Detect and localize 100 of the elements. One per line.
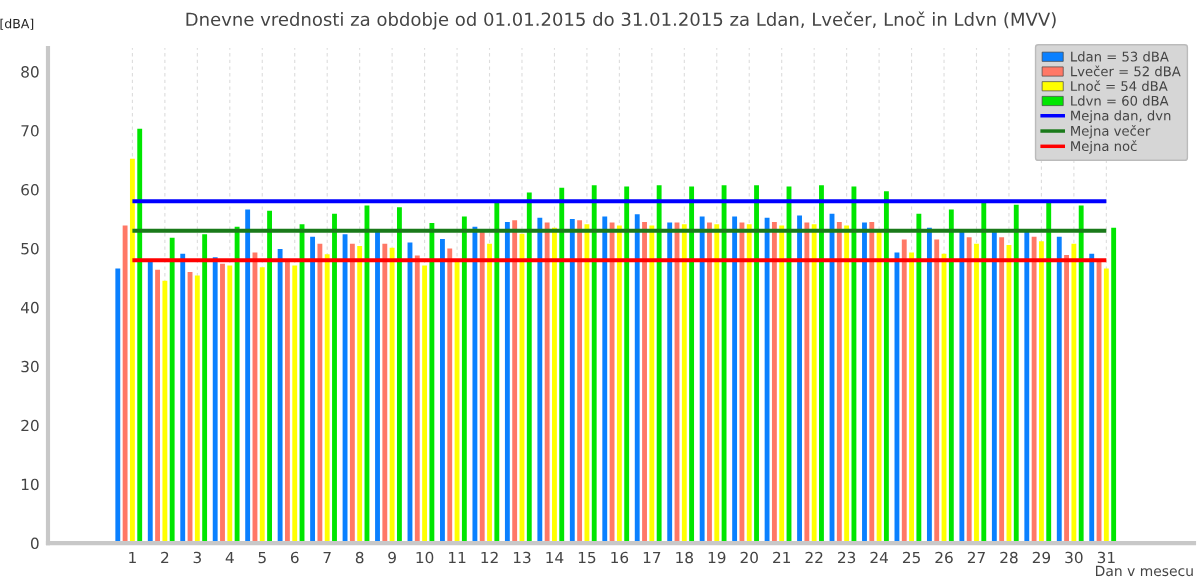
x-tick-label: 9: [388, 551, 396, 564]
x-tick-label: 4: [225, 551, 234, 564]
bar: [649, 225, 655, 544]
y-tick-label: 40: [20, 301, 39, 314]
bar: [1103, 268, 1109, 544]
bar: [876, 231, 882, 544]
bar: [991, 230, 997, 544]
bar: [472, 226, 478, 544]
bar: [544, 222, 550, 544]
bar: [836, 221, 842, 544]
bar: [934, 239, 940, 544]
bar: [357, 246, 363, 544]
bar: [634, 214, 640, 544]
bar: [746, 224, 752, 544]
x-tick-label: 5: [258, 551, 266, 564]
bar: [699, 216, 705, 544]
bar: [227, 265, 233, 544]
chart-title: Dnevne vrednosti za obdobje od 01.01.2015 do 31.01.2015 za Ldan, Lvečer, Lnoč in Ldvn (MVV): [186, 11, 1056, 30]
bar: [461, 216, 467, 544]
x-tick-label: 11: [449, 551, 466, 564]
bar: [602, 216, 608, 544]
bar: [447, 248, 453, 544]
x-tick-label: 7: [323, 551, 331, 564]
legend-label: Ldvn = 60 dBA: [1071, 95, 1169, 106]
legend-label: Mejna dan, dvn: [1071, 110, 1171, 124]
bar: [504, 221, 510, 544]
bar: [707, 222, 712, 544]
bar: [916, 213, 922, 544]
x-tick-label: 14: [546, 551, 564, 564]
bar: [739, 222, 745, 544]
bar: [324, 254, 330, 544]
x-tick-label: 29: [1032, 551, 1051, 564]
x-tick-label: 18: [676, 551, 693, 564]
bar: [591, 185, 597, 544]
bar: [764, 217, 770, 544]
x-tick-label: 23: [838, 551, 856, 564]
bar: [1111, 227, 1117, 544]
x-tick-label: 3: [193, 551, 201, 564]
bar: [819, 185, 824, 544]
bar: [155, 269, 160, 544]
bar: [577, 220, 583, 544]
bar: [948, 209, 954, 544]
bar: [909, 252, 914, 544]
x-tick-label: 27: [967, 551, 985, 564]
bar: [526, 192, 532, 544]
bar: [129, 158, 135, 544]
legend-label: Ldan = 53 dBA: [1071, 51, 1169, 62]
x-tick-label: 6: [290, 551, 299, 564]
bar: [494, 200, 500, 544]
bar: [851, 186, 857, 544]
bar: [537, 217, 543, 544]
bar: [1013, 204, 1019, 544]
bar: [966, 237, 972, 544]
bar: [220, 263, 225, 544]
bar: [797, 215, 802, 544]
bar: [479, 230, 485, 544]
bar: [429, 223, 435, 544]
bar: [349, 243, 355, 544]
bar: [1031, 236, 1037, 544]
bar: [569, 218, 575, 544]
y-axis-title: [dBA]: [0, 18, 34, 30]
x-tick-label: 26: [935, 551, 953, 564]
y-tick-label: 80: [21, 66, 39, 78]
bar: [559, 187, 565, 544]
bar: [212, 257, 218, 544]
bar: [584, 224, 590, 544]
x-tick-label: 31: [1097, 551, 1115, 564]
x-tick-label: 20: [740, 551, 758, 564]
y-tick-label: 60: [21, 183, 39, 196]
bar: [277, 249, 283, 544]
bar: [901, 239, 907, 544]
y-tick-label: 20: [21, 419, 39, 432]
bar: [714, 224, 720, 544]
bar: [862, 222, 867, 544]
bar: [1064, 254, 1070, 544]
bar: [292, 265, 298, 544]
bar: [1071, 243, 1077, 544]
bar: [844, 225, 850, 544]
bar: [721, 185, 727, 544]
bar: [512, 220, 518, 544]
y-tick-label: 50: [21, 242, 39, 255]
bar: [440, 239, 445, 544]
bar: [487, 243, 492, 544]
bar: [310, 236, 316, 544]
bar: [317, 243, 323, 544]
bar: [245, 209, 251, 544]
bar: [332, 213, 337, 544]
bar: [1038, 241, 1044, 544]
bar: [422, 265, 428, 544]
y-tick-label: 10: [21, 478, 39, 491]
bar: [667, 222, 673, 544]
legend-label: Lnoč = 54 dBA: [1071, 80, 1168, 92]
x-tick-label: 8: [355, 551, 364, 564]
bar: [926, 227, 932, 544]
bar: [779, 225, 785, 544]
bar: [624, 186, 630, 544]
bar: [375, 231, 380, 544]
legend-label: Lvečer = 52 dBA: [1071, 65, 1181, 77]
bar: [1078, 205, 1084, 544]
bar: [389, 247, 395, 544]
